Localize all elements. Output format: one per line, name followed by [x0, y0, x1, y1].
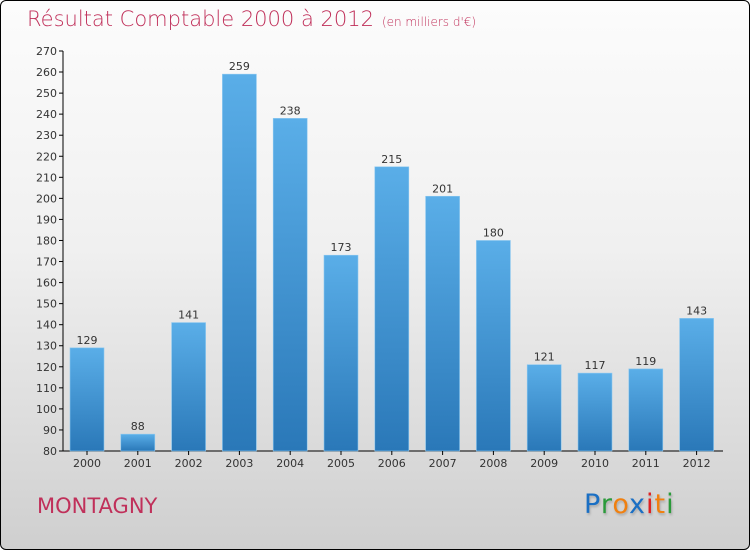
x-tick-label-2007: 2007 — [429, 457, 457, 470]
y-tick-label: 220 — [36, 150, 57, 163]
data-label-2003: 259 — [229, 60, 250, 73]
data-label-2012: 143 — [686, 304, 707, 317]
data-label-2010: 117 — [585, 359, 606, 372]
y-tick-label: 180 — [36, 234, 57, 247]
data-label-2011: 119 — [635, 355, 656, 368]
logo-letter: x — [629, 489, 647, 520]
title-text: Résultat Comptable 2000 à 2012 — [27, 7, 374, 31]
bar-2010 — [577, 372, 613, 452]
data-label-2006: 215 — [381, 153, 402, 166]
y-tick-label: 80 — [43, 445, 57, 458]
y-tick-label: 200 — [36, 192, 57, 205]
x-tick-label-2006: 2006 — [378, 457, 406, 470]
bar-2009 — [526, 364, 562, 452]
y-tick-label: 250 — [36, 87, 57, 100]
bar-2005 — [323, 254, 359, 452]
y-tick-label: 130 — [36, 340, 57, 353]
y-tick-label: 230 — [36, 129, 57, 142]
logo-letter: r — [600, 489, 613, 520]
x-tick-label-2011: 2011 — [632, 457, 660, 470]
y-tick-label: 210 — [36, 171, 57, 184]
y-tick-label: 100 — [36, 403, 57, 416]
bar-2004 — [272, 118, 308, 452]
x-tick-label-2009: 2009 — [530, 457, 558, 470]
proxiti-logo: Proxiti — [584, 489, 675, 520]
data-label-2009: 121 — [534, 351, 555, 364]
bar-2007 — [425, 195, 460, 452]
data-label-2000: 129 — [77, 334, 98, 347]
y-tick-label: 240 — [36, 108, 57, 121]
logo-letter: i — [646, 489, 655, 520]
y-tick-label: 260 — [36, 66, 57, 79]
y-tick-label: 160 — [36, 277, 57, 290]
y-tick-label: 190 — [36, 213, 57, 226]
data-label-2001: 88 — [131, 420, 145, 433]
data-label-2002: 141 — [178, 309, 199, 322]
x-tick-label-2005: 2005 — [327, 457, 355, 470]
chart-title: Résultat Comptable 2000 à 2012 (en millie… — [27, 7, 476, 31]
x-tick-label-2008: 2008 — [479, 457, 507, 470]
bar-2006 — [374, 166, 410, 452]
x-tick-label-2010: 2010 — [581, 457, 609, 470]
y-tick-label: 140 — [36, 319, 57, 332]
bar-2001 — [120, 433, 156, 452]
logo-letter: o — [612, 489, 630, 520]
logo-letter: t — [654, 489, 667, 520]
bar-2000 — [69, 347, 105, 452]
x-tick-label-2004: 2004 — [276, 457, 304, 470]
x-tick-label-2002: 2002 — [175, 457, 203, 470]
data-label-2004: 238 — [280, 104, 301, 117]
y-tick-label: 270 — [36, 45, 57, 58]
data-label-2007: 201 — [432, 182, 453, 195]
bar-2012 — [679, 318, 714, 452]
data-label-2008: 180 — [483, 226, 504, 239]
bar-2008 — [476, 240, 511, 452]
x-tick-label-2012: 2012 — [683, 457, 711, 470]
subtitle-text: (en milliers d'€) — [381, 15, 477, 29]
x-tick-label-2003: 2003 — [225, 457, 253, 470]
x-tick-label-2001: 2001 — [124, 457, 152, 470]
logo-letter: i — [666, 489, 675, 520]
bar-2002 — [171, 322, 206, 452]
x-tick-label-2000: 2000 — [73, 457, 101, 470]
y-tick-label: 170 — [36, 256, 57, 269]
bar-2003 — [222, 73, 257, 452]
bar-2011 — [628, 368, 664, 452]
location-label: MONTAGNY — [37, 494, 158, 518]
y-tick-label: 120 — [36, 361, 57, 374]
y-tick-label: 90 — [43, 424, 57, 437]
data-label-2005: 173 — [331, 241, 352, 254]
logo-letter: P — [584, 489, 601, 520]
y-tick-label: 110 — [36, 382, 57, 395]
y-tick-label: 150 — [36, 298, 57, 311]
